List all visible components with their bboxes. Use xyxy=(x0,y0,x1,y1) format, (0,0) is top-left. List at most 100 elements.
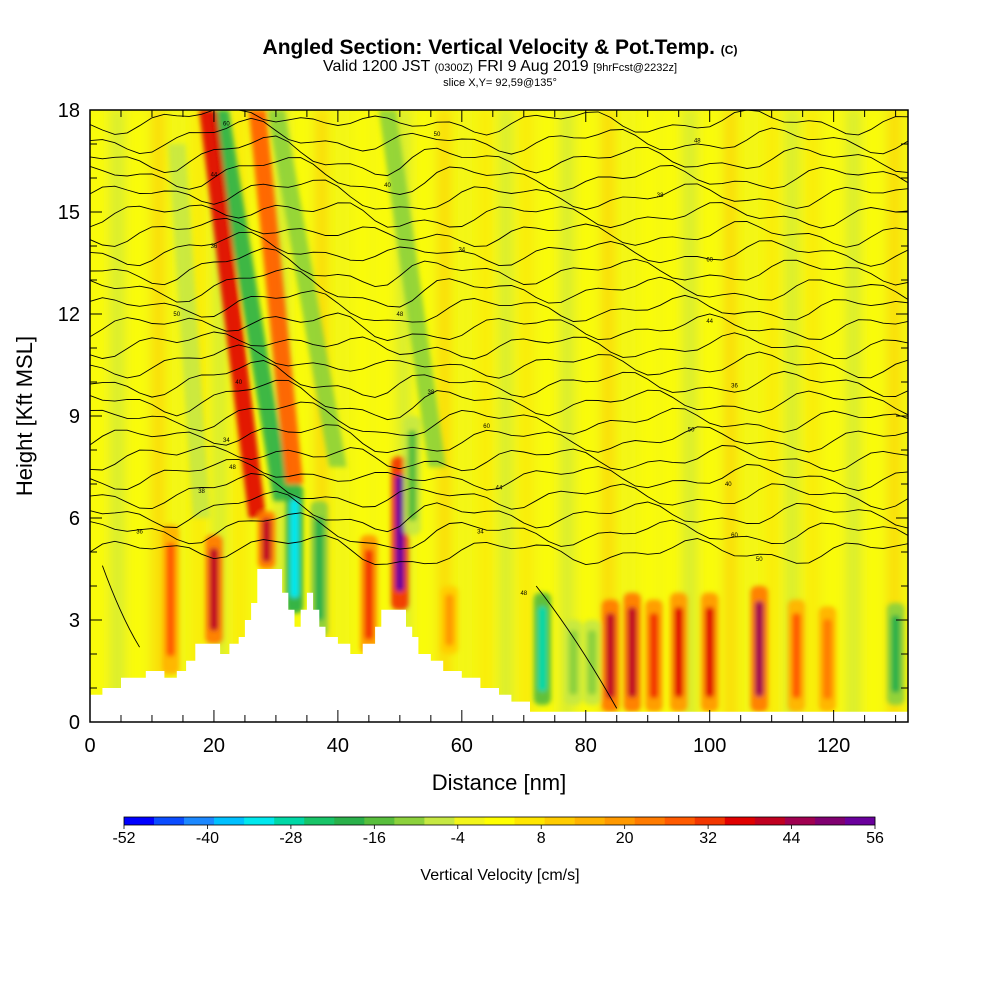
colorbar-tick-label: 32 xyxy=(699,830,717,847)
isentrope-line xyxy=(90,424,908,454)
updraft-cell-core xyxy=(754,601,764,697)
texture-streak xyxy=(703,110,718,722)
isentrope-label: 36 xyxy=(136,530,143,536)
colorbar-tick-label: 20 xyxy=(616,830,634,847)
isentrope-label: 60 xyxy=(223,122,230,128)
texture-streak xyxy=(764,110,779,722)
velocity-field xyxy=(161,110,905,712)
colorbar-tick-label: 8 xyxy=(537,830,546,847)
texture-streak xyxy=(437,110,452,722)
texture-streak xyxy=(785,110,799,722)
colorbar-swatch xyxy=(214,817,245,825)
y-tick-label: 18 xyxy=(58,100,80,122)
isentrope-line xyxy=(535,585,618,709)
slice-label: slice X,Y= 92,59@135° xyxy=(443,77,557,89)
x-axis-title: Distance [nm] xyxy=(432,770,567,795)
x-tick-label: 20 xyxy=(203,735,225,757)
isentrope-label: 34 xyxy=(477,530,484,536)
plot-area: 60 50 48 44 40 38 36 34 60 50 48 44 40 38 36 34 60 50 48 44… xyxy=(90,110,908,722)
updraft-cell-core xyxy=(705,607,715,698)
texture-streak xyxy=(560,110,574,722)
isentrope-line xyxy=(90,135,908,177)
isentrope-label: 44 xyxy=(496,485,503,491)
colorbar-tick-label: -16 xyxy=(363,830,386,847)
texture-streak xyxy=(499,110,513,722)
y-tick-label: 15 xyxy=(58,202,80,224)
colorbar-tick-label: 44 xyxy=(783,830,801,847)
isentrope-label: 36 xyxy=(731,383,738,389)
colorbar-swatch xyxy=(244,817,275,825)
downdraft-cell-core xyxy=(538,606,547,692)
colorbar-swatch xyxy=(154,817,185,825)
isentrope-line xyxy=(90,179,908,211)
texture-streak xyxy=(335,110,350,722)
colorbar-tick-label: -40 xyxy=(196,830,219,847)
isentrope-label: 48 xyxy=(520,591,527,597)
downdraft-cell-core xyxy=(891,615,900,693)
updraft-cell-core xyxy=(395,475,405,592)
downdraft-cell-core xyxy=(407,430,417,521)
colorbar-swatch xyxy=(574,817,605,825)
colorbar-swatch xyxy=(844,817,876,825)
isentrope-line xyxy=(90,490,908,533)
texture-streak xyxy=(151,110,165,722)
texture-streak xyxy=(458,110,472,722)
texture-streak xyxy=(580,110,595,722)
isentrope-line xyxy=(90,217,908,248)
y-axis-tick-labels: 0 3 6 9 12 15 18 xyxy=(58,100,80,734)
colorbar-swatch xyxy=(124,817,155,825)
isentrope-label: 38 xyxy=(427,390,434,396)
colorbar-tick-labels: -52 -40 -28 -16 -4 8 20 32 44 56 xyxy=(112,830,884,847)
x-axis-tick-labels: 0 20 40 60 80 100 120 xyxy=(84,735,850,757)
texture-streak xyxy=(601,110,615,722)
downdraft-cell-core xyxy=(290,499,299,598)
colorbar-swatch xyxy=(334,817,365,825)
isentrope-line xyxy=(101,565,140,648)
y-tick-label: 0 xyxy=(69,712,80,734)
texture-streak xyxy=(826,110,840,722)
colorbar-swatch xyxy=(484,817,515,825)
x-tick-label: 80 xyxy=(575,735,597,757)
isentrope-label: 50 xyxy=(434,132,441,138)
isentrope-label: 40 xyxy=(384,183,391,189)
colorbar-swatch xyxy=(604,817,635,825)
updraft-cell-core xyxy=(445,594,454,646)
texture-streak xyxy=(867,110,881,722)
y-tick-label: 9 xyxy=(69,406,80,428)
slanted-band xyxy=(378,110,446,467)
y-tick-label: 3 xyxy=(69,610,80,632)
isentrope-line xyxy=(90,445,908,472)
colorbar-swatch xyxy=(184,817,215,825)
colorbar-tick-label: 56 xyxy=(866,830,884,847)
isentrope-label: 48 xyxy=(229,465,236,471)
slanted-band xyxy=(267,110,347,467)
isentrope-label: 60 xyxy=(731,533,738,539)
colorbar-swatch xyxy=(514,817,545,825)
isentrope-label: 50 xyxy=(173,312,180,318)
colorbar-tick-label: -28 xyxy=(279,830,302,847)
colorbar-swatch xyxy=(304,817,335,825)
colorbar-frame xyxy=(123,816,876,826)
y-tick-label: 6 xyxy=(69,508,80,530)
colorbar-swatch xyxy=(424,817,455,825)
colorbar-swatch xyxy=(724,817,756,825)
isentrope-line xyxy=(90,290,908,323)
isentrope-line xyxy=(90,110,908,136)
colorbar-swatch xyxy=(544,817,575,825)
texture-streak xyxy=(744,110,759,722)
updraft-cell-core xyxy=(209,548,219,631)
isentrope-label: 50 xyxy=(688,428,695,434)
isentrope-label: 34 xyxy=(458,247,465,253)
texture-streak xyxy=(110,110,125,722)
colorbar-swatch xyxy=(364,817,395,825)
colorbar-swatch xyxy=(694,817,726,825)
isentrope-label: 40 xyxy=(725,482,732,488)
isentrope-line xyxy=(90,344,908,379)
isentrope-label: 44 xyxy=(211,173,218,179)
isentrope-line xyxy=(90,401,908,437)
isentrope-line xyxy=(90,331,908,360)
updraft-cell-core xyxy=(627,607,637,698)
texture-streak xyxy=(642,110,656,722)
isentrope-label: 48 xyxy=(694,139,701,145)
isentrope-line xyxy=(90,157,908,195)
